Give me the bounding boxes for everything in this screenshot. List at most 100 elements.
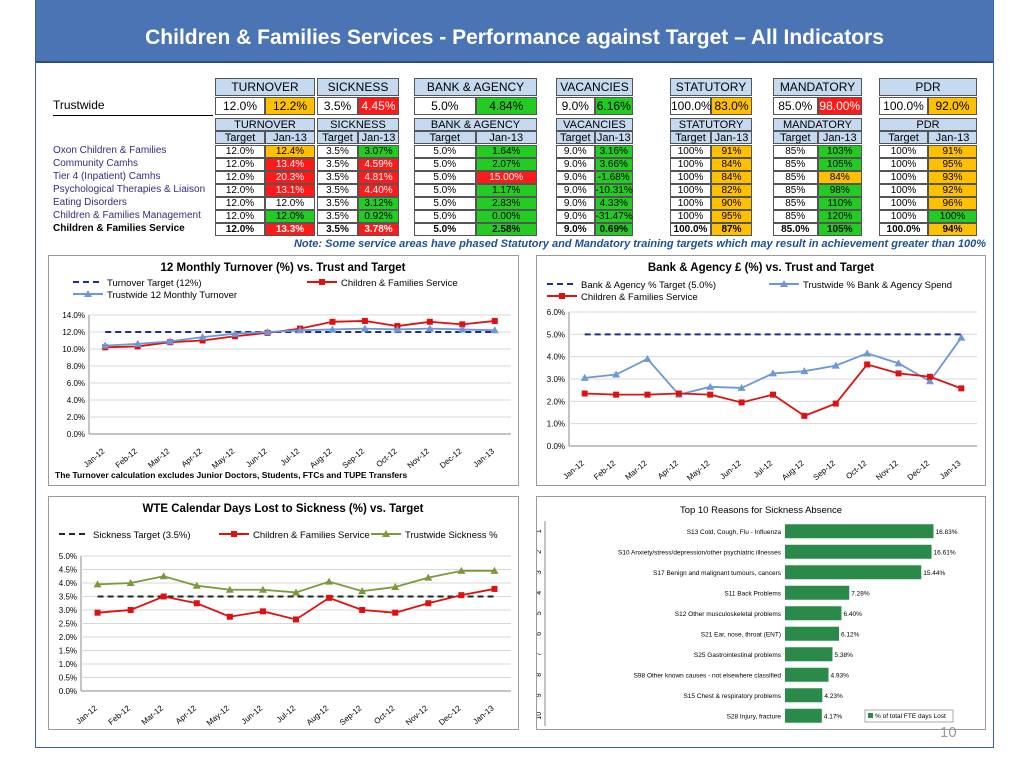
row-6-value-4: 87%: [711, 223, 752, 236]
series-2-point-0: [101, 341, 110, 349]
series-2-point-12: [490, 566, 499, 574]
x-tick-label-8: Sep-12: [338, 703, 364, 727]
series-2-point-2: [644, 391, 651, 398]
row-1-target-6: 100%: [879, 158, 928, 171]
trustwide-value-2: 4.84%: [475, 97, 537, 115]
y-tick-label-9: 4.5%: [59, 566, 77, 575]
row-4-value-1: 3.12%: [358, 197, 399, 210]
x-tick-label-4: May-12: [205, 703, 232, 727]
x-tick-label-7: Aug-12: [305, 703, 331, 727]
row-0-value-1: 3.07%: [358, 145, 399, 158]
turnover-chart: 12 Monthly Turnover (%) vs. Trust and Ta…: [55, 262, 511, 480]
category-label-4: S12 Other musculoskeletal problems: [675, 611, 782, 618]
row-3-target-1: 3.5%: [317, 184, 358, 197]
row-2-target-3: 9.0%: [556, 171, 595, 184]
y-tick-label-4: 4.0%: [547, 353, 565, 362]
y-tick-label-3: 1.5%: [59, 647, 77, 656]
row-5-target-3: 9.0%: [556, 210, 595, 223]
rank-label-1: 2: [537, 550, 543, 554]
category-label-6: S25 Gastrointestinal problems: [694, 652, 782, 659]
detail-header-0: TURNOVER: [215, 118, 315, 131]
legend-label-1: Trustwide 12 Monthly Turnover: [107, 290, 237, 301]
row-6-value-0: 13.3%: [265, 223, 315, 236]
rank-label-4: 5: [537, 611, 543, 615]
bar-8: [785, 688, 823, 703]
y-tick-label-1: 2.0%: [67, 413, 85, 422]
bank-agency-chart: Bank & Agency £ (%) vs. Trust and Target…: [547, 262, 977, 483]
x-tick-label-9: Oct-12: [844, 458, 869, 481]
row-4-target-5: 85%: [773, 197, 818, 210]
row-1-target-3: 9.0%: [556, 158, 595, 171]
series-2-point-6: [292, 588, 300, 596]
y-tick-label-7: 14.0%: [62, 311, 85, 320]
series-1-point-12: [491, 585, 498, 592]
legend-marker-1: [84, 290, 92, 297]
series-2-point-4: [231, 329, 240, 337]
y-tick-label-5: 5.0%: [547, 330, 565, 339]
detail-header-2: BANK & AGENCY: [414, 118, 537, 131]
row-4-value-5: 110%: [817, 197, 862, 210]
row-6-value-3: 0.69%: [594, 223, 633, 236]
trustwide-value-5: 98.00%: [817, 97, 862, 115]
row-2-value-0: 20.3%: [265, 171, 315, 184]
series-1-point-11: [459, 321, 466, 328]
series-2-point-10: [425, 324, 434, 332]
detail-subheader-jan13-5: Jan-13: [817, 131, 862, 144]
legend-label-1: Children & Families Service: [581, 292, 698, 303]
turnover-chart-panel: 12 Monthly Turnover (%) vs. Trust and Ta…: [48, 255, 519, 486]
chart-title: Bank & Agency £ (%) vs. Trust and Target: [648, 262, 874, 274]
row-6-value-1: 3.78%: [358, 223, 399, 236]
series-2-point-4: [225, 585, 234, 593]
legend-label-0: Bank & Agency % Target (5.0%): [581, 280, 716, 291]
y-tick-label-8: 4.0%: [59, 579, 77, 588]
y-tick-label-1: 0.5%: [59, 674, 77, 683]
series-1-point-9: [392, 609, 399, 616]
detail-subheader-target-4: Target: [670, 131, 711, 144]
x-tick-label-6: Jul-12: [752, 458, 775, 479]
chart-title: Top 10 Reasons for Sickness Absence: [680, 505, 842, 516]
row-3-target-5: 85%: [773, 184, 818, 197]
x-tick-label-4: May-12: [210, 446, 237, 470]
legend-label-2: Trustwide Sickness %: [405, 530, 498, 541]
trustwide-target-4: 100.0%: [670, 97, 712, 115]
series-1-point-10: [894, 359, 903, 367]
row-5-value-6: 100%: [928, 210, 977, 223]
series-1-point-6: [293, 616, 299, 623]
row-2-value-2: 15.00%: [475, 171, 537, 184]
bar-value-label-5: 6.12%: [841, 631, 860, 638]
chart-title: WTE Calendar Days Lost to Sickness (%) v…: [143, 503, 424, 515]
series-1-point-1: [612, 370, 621, 378]
bar-value-label-0: 16.83%: [936, 529, 958, 536]
category-label-3: S11 Back Problems: [724, 590, 781, 597]
row-0-target-1: 3.5%: [317, 145, 358, 158]
detail-subheader-jan13-6: Jan-13: [928, 131, 977, 144]
bar-7: [785, 667, 829, 682]
trustwide-target-1: 3.5%: [317, 97, 358, 115]
series-1-point-4: [226, 613, 233, 620]
sickness-reasons-chart: Top 10 Reasons for Sickness Absence 1 S13 …: [536, 505, 958, 726]
x-tick-label-2: Mar-12: [146, 446, 172, 470]
bar-4: [785, 606, 842, 621]
series-2-point-0: [581, 390, 588, 397]
x-tick-label-9: Oct-12: [374, 446, 399, 469]
sickness-chart-panel: WTE Calendar Days Lost to Sickness (%) v…: [48, 496, 519, 730]
x-tick-label-12: Jan-13: [471, 703, 496, 726]
row-1-target-1: 3.5%: [317, 158, 358, 171]
trustwide-target-3: 9.0%: [556, 97, 595, 115]
y-tick-label-6: 12.0%: [62, 328, 85, 337]
row-5-target-5: 85%: [773, 210, 818, 223]
y-tick-label-3: 6.0%: [67, 379, 85, 388]
row-4-value-2: 2.83%: [475, 197, 537, 210]
row-1-target-4: 100%: [670, 158, 711, 171]
series-1-point-7: [326, 594, 333, 601]
page-number: 10: [940, 724, 957, 741]
detail-subheader-target-3: Target: [556, 131, 595, 144]
y-tick-label-10: 5.0%: [59, 552, 77, 561]
series-1-point-11: [458, 592, 465, 599]
row-2-target-6: 100%: [879, 171, 928, 184]
rank-label-7: 8: [537, 673, 543, 677]
series-1-point-1: [127, 607, 134, 613]
series-line-1: [584, 337, 963, 396]
row-3-value-1: 4.40%: [358, 184, 399, 197]
detail-header-4: STATUTORY: [670, 118, 752, 131]
